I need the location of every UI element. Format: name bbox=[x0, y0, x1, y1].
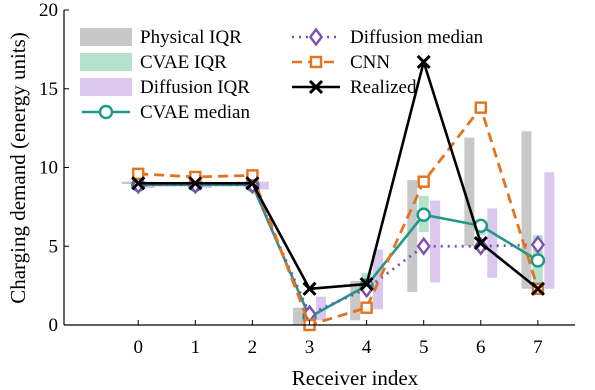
iqr-box-diffusion-iqr-4 bbox=[373, 249, 384, 310]
legend-marker-realized bbox=[308, 79, 324, 95]
y-tick-label-10: 10 bbox=[39, 158, 58, 179]
point-realized-7 bbox=[530, 281, 545, 296]
legend-marker-cvae-median bbox=[98, 104, 114, 120]
legend-label-diffusion-median: Diffusion median bbox=[350, 27, 484, 48]
x-tick-label-7: 7 bbox=[533, 337, 543, 358]
iqr-box-physical-iqr-6 bbox=[464, 137, 475, 247]
point-realized-0 bbox=[131, 176, 146, 191]
point-cvae-median-5 bbox=[416, 207, 431, 222]
point-cnn-6 bbox=[474, 101, 487, 114]
point-realized-1 bbox=[188, 176, 203, 191]
x-tick-label-3: 3 bbox=[305, 337, 315, 358]
iqr-box-diffusion-iqr-5 bbox=[430, 200, 441, 283]
x-axis-ticks: 0 1 2 3 4 5 6 7 bbox=[133, 320, 543, 358]
y-tick-label-5: 5 bbox=[49, 236, 59, 257]
legend-swatch-diffusion-iqr bbox=[80, 78, 132, 96]
line-cvae-median bbox=[138, 183, 539, 319]
plot-area bbox=[63, 10, 575, 332]
legend-label-cvae-median: CVAE median bbox=[140, 102, 250, 123]
series-diffusion-median bbox=[131, 175, 546, 324]
legend-label-cvae-iqr: CVAE IQR bbox=[140, 52, 227, 73]
legend-swatch-physical-iqr bbox=[80, 28, 132, 46]
point-cnn-0 bbox=[132, 167, 145, 181]
point-diffusion-median-6 bbox=[473, 236, 488, 256]
legend-marker-cnn bbox=[309, 55, 323, 69]
x-tick-label-5: 5 bbox=[419, 337, 429, 358]
point-realized-2 bbox=[245, 176, 260, 191]
legend-marker-diffusion-median bbox=[308, 27, 324, 47]
line-realized bbox=[138, 60, 539, 291]
x-tick-label-0: 0 bbox=[133, 337, 143, 358]
point-cnn-2 bbox=[246, 169, 259, 182]
y-tick-label-15: 15 bbox=[39, 79, 58, 100]
y-tick-label-20: 20 bbox=[39, 0, 58, 21]
point-realized-4 bbox=[359, 276, 374, 292]
line-cnn bbox=[138, 106, 540, 327]
point-cvae-median-7 bbox=[530, 253, 546, 268]
iqr-box-diffusion-iqr-6 bbox=[487, 208, 498, 278]
y-axis-label: Charging demand (energy units) bbox=[6, 32, 30, 304]
iqr-box-diffusion-iqr-2 bbox=[258, 181, 269, 190]
legend-item-diffusion-median: Diffusion median bbox=[292, 27, 484, 48]
legend-swatch-cvae-iqr bbox=[80, 53, 132, 71]
point-diffusion-median-7 bbox=[530, 235, 546, 255]
legend-item-realized: Realized bbox=[292, 77, 417, 98]
point-realized-5 bbox=[416, 54, 431, 70]
y-tick-label-0: 0 bbox=[49, 315, 59, 336]
iqr-box-physical-iqr-5 bbox=[407, 180, 418, 292]
iqr-box-diffusion-iqr-3 bbox=[315, 296, 326, 321]
iqr-box-physical-iqr-7 bbox=[521, 131, 532, 289]
legend-item-cvae-median: CVAE median bbox=[82, 102, 250, 123]
point-realized-3 bbox=[302, 281, 317, 296]
y-axis-ticks: 0 5 10 15 20 bbox=[39, 0, 69, 336]
legend: Physical IQR CVAE IQR Diffusion IQR CVAE me… bbox=[80, 27, 484, 123]
legend-item-cnn: CNN bbox=[292, 52, 390, 73]
legend-label-diffusion-iqr: Diffusion IQR bbox=[140, 77, 250, 98]
series-realized bbox=[131, 54, 545, 296]
iqr-box-diffusion-iqr-7 bbox=[544, 172, 555, 289]
legend-label-physical-iqr: Physical IQR bbox=[140, 27, 242, 48]
x-axis-label: Receiver index bbox=[292, 366, 419, 390]
series-cnn bbox=[132, 101, 545, 332]
point-cnn-4 bbox=[360, 301, 373, 314]
legend-label-cnn: CNN bbox=[350, 52, 390, 73]
point-cnn-5 bbox=[417, 175, 430, 188]
point-realized-6 bbox=[473, 236, 488, 251]
x-tick-label-1: 1 bbox=[191, 337, 201, 358]
iqr-box-physical-iqr-4 bbox=[350, 280, 361, 321]
x-tick-label-2: 2 bbox=[248, 337, 258, 358]
legend-item-cvae-iqr: CVAE IQR bbox=[80, 52, 227, 73]
legend-item-physical-iqr: Physical IQR bbox=[80, 27, 242, 48]
x-tick-label-4: 4 bbox=[362, 337, 372, 358]
iqr-box-physical-iqr-3 bbox=[293, 307, 304, 325]
x-tick-label-6: 6 bbox=[476, 337, 486, 358]
point-diffusion-median-5 bbox=[416, 236, 431, 256]
iqr-box-physical-iqr-0 bbox=[121, 181, 132, 185]
legend-item-diffusion-iqr: Diffusion IQR bbox=[80, 77, 250, 98]
legend-label-realized: Realized bbox=[350, 77, 417, 98]
